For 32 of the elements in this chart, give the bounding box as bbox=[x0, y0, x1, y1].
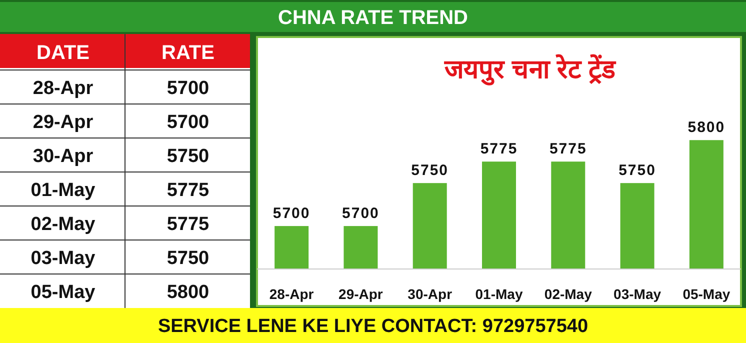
text: RATE bbox=[162, 42, 214, 64]
data-label: 5700 bbox=[342, 205, 380, 222]
text: SERVICE LENE KE LIYE CONTACT: 9729757540 bbox=[158, 316, 588, 337]
x-tick-label: 01-May bbox=[475, 286, 523, 302]
x-tick-label: 29-Apr bbox=[338, 286, 384, 302]
category-label: 30-Apr bbox=[32, 146, 94, 167]
data-label: 5700 bbox=[166, 112, 210, 133]
data-label: 5775 bbox=[480, 140, 518, 158]
category-label: 01-May bbox=[30, 180, 96, 201]
data-label: 5800 bbox=[688, 119, 726, 136]
data-label: 5775 bbox=[166, 180, 210, 201]
x-tick-label: 30-Apr bbox=[408, 286, 453, 302]
text: DATE bbox=[36, 42, 90, 64]
data-label: 5750 bbox=[166, 248, 210, 269]
data-label: 5750 bbox=[166, 146, 210, 167]
data-label: 5775 bbox=[166, 214, 210, 235]
x-tick-label: 02-May bbox=[544, 286, 592, 302]
x-tick-label: 05-May bbox=[682, 286, 730, 302]
data-label: 5700 bbox=[272, 205, 310, 222]
category-label: 29-Apr bbox=[32, 112, 94, 133]
category-label: 28-Apr bbox=[32, 78, 94, 99]
x-tick-label: 28-Apr bbox=[269, 286, 314, 302]
data-label: 5700 bbox=[166, 78, 210, 99]
data-label: 5750 bbox=[411, 162, 449, 180]
data-label: 5750 bbox=[618, 162, 656, 180]
data-label: 5775 bbox=[549, 140, 587, 158]
category-label: 03-May bbox=[30, 248, 96, 269]
text: जयपुर चना रेट ट्रेंड bbox=[444, 54, 616, 86]
chart-title: CHNA RATE TREND bbox=[278, 7, 468, 29]
x-tick-label: 03-May bbox=[614, 286, 662, 302]
category-label: 02-May bbox=[30, 214, 96, 235]
data-label: 5800 bbox=[166, 282, 210, 303]
